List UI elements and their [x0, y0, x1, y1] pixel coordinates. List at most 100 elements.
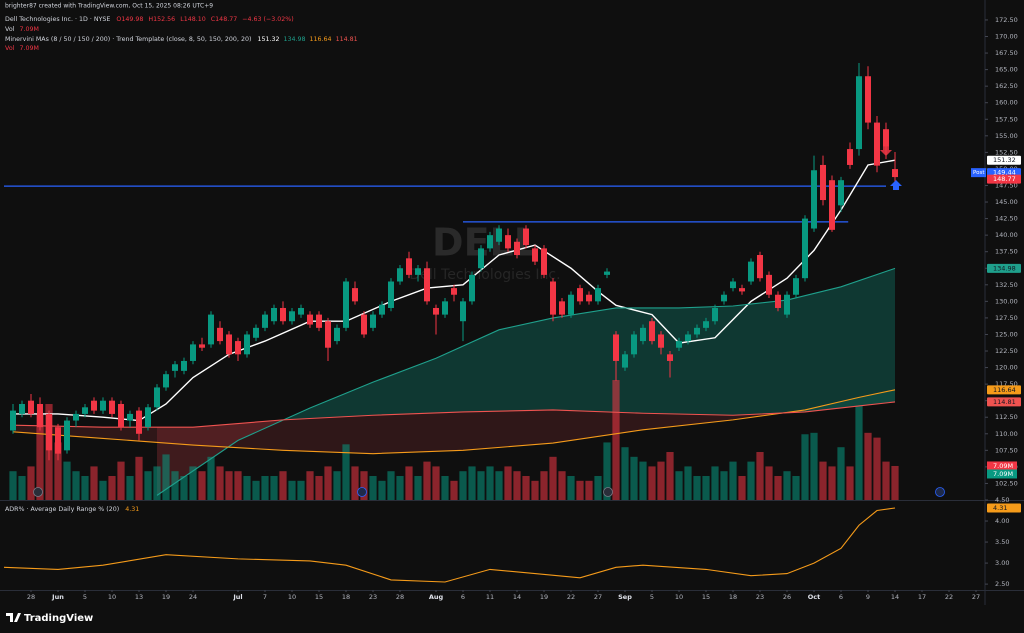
ma-band	[368, 382, 373, 416]
candle-body	[397, 268, 403, 282]
volume-bar	[9, 471, 17, 500]
ma-band	[80, 426, 85, 438]
ma-band	[103, 427, 108, 439]
ma-band	[715, 306, 720, 415]
volume-bar	[585, 480, 593, 500]
y-tick-label: 125.00	[995, 330, 1018, 338]
footer-logo[interactable]: TradingView	[6, 613, 93, 624]
volume-bar	[189, 466, 197, 500]
ma-band	[584, 411, 589, 439]
candle-body	[217, 327, 223, 342]
x-tick-label: 15	[702, 593, 710, 601]
ma-band	[350, 389, 355, 417]
volume-bar	[810, 432, 818, 500]
ma-band	[499, 411, 504, 448]
volume-bar	[351, 466, 359, 500]
event-marker[interactable]	[603, 487, 613, 497]
ma-band	[179, 427, 184, 481]
indicator-legend-value: 134.98	[283, 36, 305, 43]
volume-bar	[306, 471, 314, 500]
post-badge-label: Post	[973, 170, 985, 176]
ma-band	[670, 413, 675, 427]
ma-band	[472, 339, 477, 412]
volume-bar	[531, 480, 539, 500]
ma-band	[382, 414, 387, 454]
y-tick-label: 167.50	[995, 49, 1018, 57]
ma-band	[332, 417, 337, 453]
candle-body	[19, 403, 25, 414]
x-tick-label: 10	[108, 593, 116, 601]
event-marker[interactable]	[33, 487, 43, 497]
ma-band	[697, 307, 702, 415]
ma-band	[458, 411, 463, 451]
candle-body	[388, 281, 394, 308]
ma-band	[89, 426, 94, 438]
ma-band	[814, 292, 819, 411]
ma-band	[733, 415, 738, 420]
ma-band	[805, 294, 810, 412]
ma-band	[629, 412, 634, 432]
ma-band	[323, 417, 328, 452]
volume-bar	[756, 452, 764, 500]
volume-legend-2: Vol 7.09M	[5, 45, 39, 52]
candle-body	[865, 76, 871, 123]
candle-body	[298, 307, 304, 315]
volume-bar	[18, 476, 26, 500]
event-marker[interactable]	[935, 487, 945, 497]
x-tick-label: 13	[135, 593, 143, 601]
volume-bar	[36, 413, 44, 500]
candle-body	[154, 387, 160, 408]
price-badge-label: 4.31	[993, 504, 1007, 512]
ma-band	[656, 307, 661, 414]
ma-band	[566, 410, 571, 442]
volume-bar	[126, 476, 134, 500]
volume-bar	[513, 471, 521, 500]
indicator-legend-value: 116.64	[310, 36, 332, 43]
ma-band	[836, 401, 841, 409]
candle-body	[757, 255, 763, 279]
ma-band	[791, 297, 796, 413]
volume-bar	[450, 480, 458, 500]
ma-band	[445, 412, 450, 452]
ma-band	[229, 423, 234, 447]
x-tick-label: 5	[83, 593, 87, 601]
volume-bar	[522, 476, 530, 500]
ma-band	[274, 420, 279, 451]
candle-body	[478, 248, 484, 269]
candle-body	[676, 341, 682, 348]
ma-band	[697, 414, 702, 424]
ma-band	[341, 393, 346, 417]
ma-band	[373, 380, 378, 416]
ma-band	[854, 397, 859, 407]
ma-band	[679, 307, 684, 415]
x-tick-label: 10	[288, 593, 296, 601]
ma-band	[868, 394, 873, 405]
volume-bar	[594, 476, 602, 500]
ma-band	[503, 410, 508, 448]
volume-bar	[252, 480, 260, 500]
line	[3, 507, 896, 583]
ohlc-high: H152.56	[148, 16, 175, 23]
volume-bar	[27, 466, 35, 500]
event-marker[interactable]	[357, 487, 367, 497]
ma-band	[701, 306, 706, 415]
ma-band	[593, 411, 598, 438]
ma-band	[251, 422, 256, 449]
ma-band	[863, 395, 868, 406]
ma-band	[463, 344, 468, 412]
volume-bar	[405, 466, 413, 500]
volume-bar	[855, 405, 863, 500]
y-tick-label: 122.50	[995, 347, 1018, 355]
ma-band	[166, 427, 171, 444]
candle-body	[514, 241, 520, 256]
ma-band	[652, 413, 657, 429]
ma-band	[382, 377, 387, 415]
ma-band	[283, 419, 288, 451]
candle-body	[613, 334, 619, 361]
ma-band	[580, 410, 585, 440]
ma-band	[193, 426, 198, 471]
x-tick-label: Sep	[618, 593, 632, 601]
ma-band	[391, 414, 396, 453]
candle-body	[487, 235, 493, 249]
volume-bar	[486, 466, 494, 500]
